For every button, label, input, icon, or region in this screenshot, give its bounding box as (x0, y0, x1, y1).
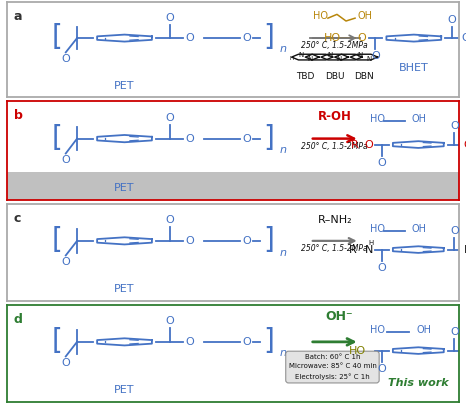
Text: TBD: TBD (296, 72, 315, 80)
Text: O: O (371, 51, 380, 61)
Text: O: O (165, 13, 174, 23)
Text: OH: OH (411, 114, 426, 124)
Text: O: O (242, 337, 251, 347)
Text: n: n (279, 248, 286, 257)
Text: O: O (165, 316, 174, 326)
Text: [: [ (51, 124, 62, 152)
Text: R-OH: R-OH (318, 110, 352, 123)
Text: 250° C, 1.5-2MPa: 250° C, 1.5-2MPa (302, 41, 368, 50)
Text: HO: HO (370, 325, 385, 335)
Text: DBN: DBN (354, 72, 374, 80)
Text: [: [ (51, 327, 62, 355)
Text: O: O (364, 139, 373, 149)
Text: N: N (307, 56, 313, 62)
Text: 250° C, 1.5-2MPa: 250° C, 1.5-2MPa (302, 141, 368, 151)
Text: N: N (328, 53, 333, 59)
Text: O: O (165, 215, 174, 225)
Text: O: O (62, 358, 70, 368)
Text: OH: OH (411, 224, 426, 234)
Text: O: O (357, 33, 366, 43)
Text: O: O (378, 263, 386, 273)
Text: PET: PET (114, 284, 135, 295)
Text: b: b (14, 109, 23, 122)
Text: ]: ] (264, 327, 274, 355)
Text: N: N (364, 244, 373, 255)
Text: O: O (242, 33, 251, 43)
Text: [: [ (51, 226, 62, 254)
Text: N: N (464, 244, 466, 255)
Text: N: N (336, 56, 342, 62)
Text: N: N (357, 53, 362, 59)
Text: d: d (14, 313, 23, 326)
Text: O: O (378, 158, 386, 168)
Text: H: H (290, 56, 294, 61)
Text: O: O (185, 236, 194, 246)
Text: ]: ] (264, 23, 274, 51)
Text: PET: PET (114, 385, 135, 396)
Text: PET: PET (114, 183, 135, 193)
Text: N: N (366, 56, 371, 62)
Text: O: O (62, 54, 70, 64)
Text: O: O (242, 236, 251, 246)
Text: PET: PET (114, 80, 135, 90)
Text: BHET: BHET (399, 63, 429, 74)
Text: O: O (185, 337, 194, 347)
Text: ]: ] (264, 124, 274, 152)
Text: O: O (185, 134, 194, 143)
Text: O: O (450, 327, 459, 337)
Text: HO: HO (313, 11, 328, 21)
Text: [: [ (51, 23, 62, 51)
Text: O: O (62, 156, 70, 166)
Text: OH: OH (416, 325, 431, 335)
Text: Batch: 60° C 1h
Microwave: 85° C 40 min
Electrolysis: 25° C 1h: Batch: 60° C 1h Microwave: 85° C 40 min … (288, 354, 377, 380)
Text: O: O (464, 139, 466, 149)
Text: a: a (14, 10, 22, 23)
Text: N: N (298, 53, 303, 59)
Text: O: O (165, 113, 174, 123)
Text: n: n (279, 44, 286, 55)
Text: O: O (450, 226, 459, 236)
Text: n: n (279, 145, 286, 156)
Text: OH⁻: OH⁻ (325, 310, 353, 323)
Text: O: O (378, 364, 386, 374)
Text: HO: HO (370, 224, 385, 234)
Text: 250° C, 1.5-2MPa: 250° C, 1.5-2MPa (302, 244, 368, 253)
Text: DBU: DBU (325, 72, 344, 80)
Text: O: O (450, 121, 459, 131)
Text: This work: This work (388, 378, 449, 387)
Text: O: O (461, 33, 466, 43)
Text: HO: HO (324, 33, 341, 43)
Text: ]: ] (264, 226, 274, 254)
Text: R–NH₂: R–NH₂ (317, 215, 352, 225)
Text: O: O (242, 134, 251, 143)
Text: O: O (62, 257, 70, 267)
Text: R: R (351, 139, 359, 149)
Bar (7, 172, 459, 200)
Text: HO: HO (349, 345, 366, 356)
Text: H: H (369, 240, 374, 246)
Text: O: O (185, 33, 194, 43)
Text: O: O (448, 15, 457, 25)
Text: HO: HO (370, 114, 385, 124)
Text: c: c (14, 212, 21, 225)
Text: R: R (349, 244, 356, 255)
Text: n: n (279, 349, 286, 358)
Text: OH: OH (357, 11, 372, 21)
